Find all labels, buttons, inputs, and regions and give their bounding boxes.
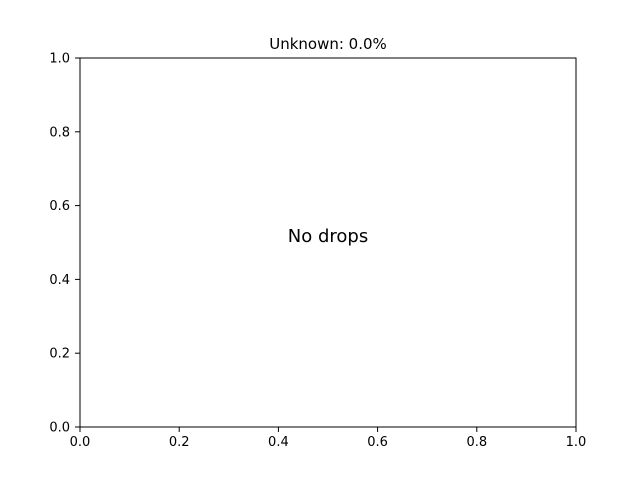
plot-area <box>79 57 577 428</box>
x-tick-label: 1.0 <box>566 435 587 450</box>
y-tick-label: 0.2 <box>49 347 70 362</box>
x-tick-label: 0.6 <box>367 435 388 450</box>
y-tick-label: 0.6 <box>49 199 70 214</box>
x-tick-label: 0.4 <box>268 435 289 450</box>
x-axis: 0.0 0.2 0.4 0.6 0.8 1.0 <box>70 427 587 450</box>
x-tick-label: 0.2 <box>169 435 190 450</box>
y-tick-label: 1.0 <box>49 52 70 67</box>
no-drops-annotation: No drops <box>288 226 368 247</box>
x-tick-label: 0.0 <box>70 435 91 450</box>
y-tick-label: 0.8 <box>49 125 70 140</box>
y-axis: 0.0 0.2 0.4 0.6 0.8 1.0 <box>49 52 80 436</box>
y-tick-label: 0.0 <box>49 421 70 436</box>
chart-title: Unknown: 0.0% <box>269 35 387 53</box>
y-tick-label: 0.4 <box>49 273 70 288</box>
x-tick-label: 0.8 <box>466 435 487 450</box>
